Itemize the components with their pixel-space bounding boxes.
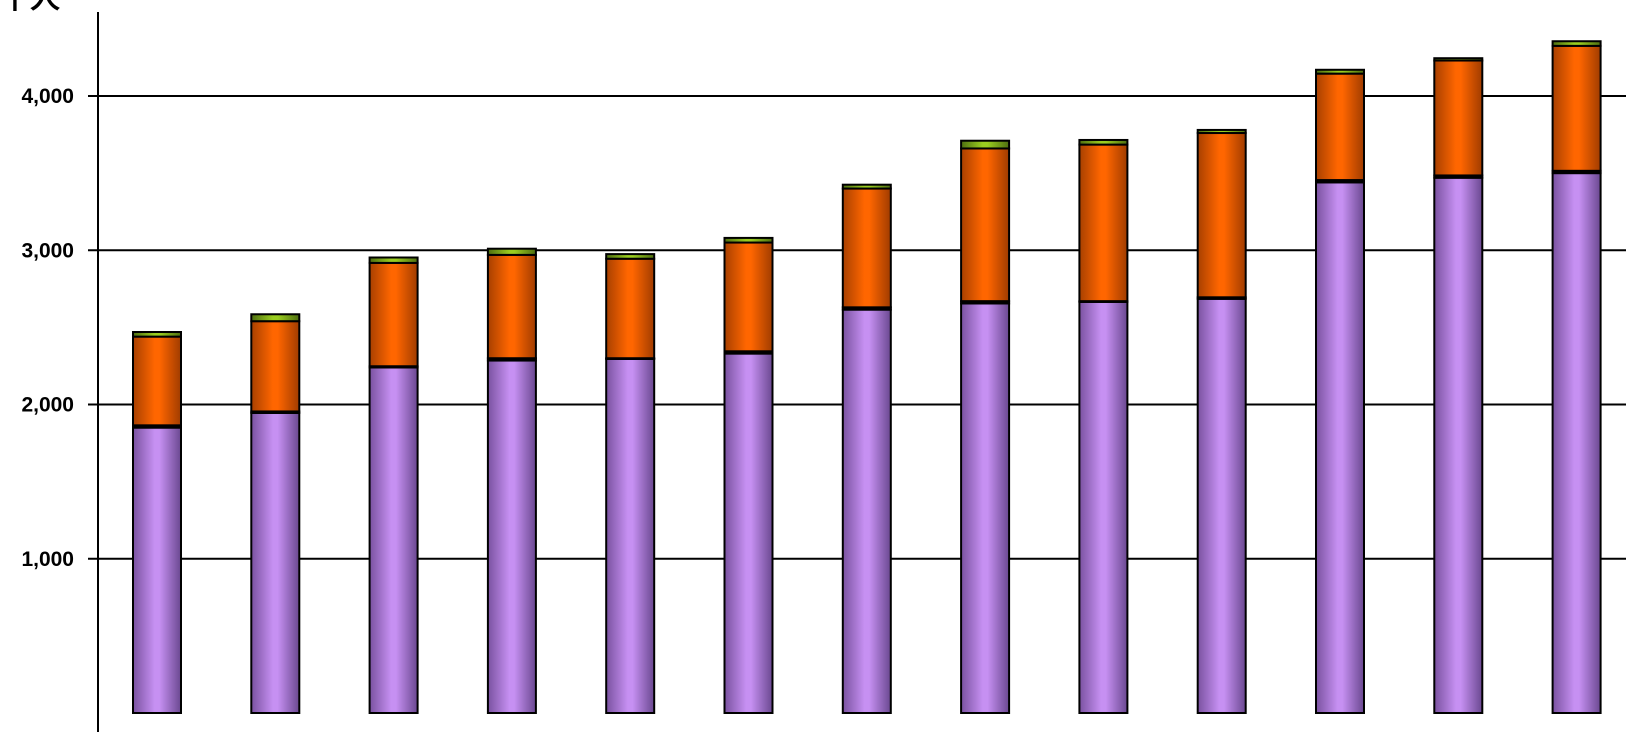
- bar-segment-series-4: [368, 256, 419, 264]
- bar-segment-series-3: [1315, 72, 1365, 182]
- bar-segment-series-1: [368, 366, 419, 714]
- bar-segment-series-1: [605, 357, 656, 714]
- bar-segment-series-3: [250, 320, 301, 413]
- bar-segment-series-1: [1196, 297, 1247, 714]
- bar-segment-series-4: [841, 183, 892, 190]
- bar-segment-series-1: [1078, 300, 1129, 714]
- y-tick-label: 3,000: [21, 239, 74, 262]
- stacked-bar: [1196, 128, 1247, 714]
- y-tick-label: 1,000: [21, 548, 74, 571]
- y-tick-label: 2,000: [21, 394, 74, 417]
- stacked-bar: [368, 256, 419, 714]
- bar-segment-series-4: [1196, 128, 1247, 135]
- stacked-bar: [486, 247, 537, 714]
- bar-segment-series-4: [605, 253, 656, 260]
- bar-segment-series-1: [1315, 181, 1365, 714]
- bar-segment-series-3: [1196, 132, 1247, 299]
- bar-segment-series-3: [1078, 143, 1129, 303]
- stacked-bar: [1078, 138, 1129, 714]
- bar-segment-series-1: [1551, 172, 1602, 714]
- bar-segment-series-3: [486, 253, 537, 360]
- stacked-bar: [1315, 68, 1365, 714]
- bar-segment-series-4: [1078, 138, 1129, 146]
- y-tick-label: 4,000: [21, 85, 74, 108]
- stacked-bar: [723, 236, 774, 714]
- bar-segment-series-4: [960, 139, 1011, 150]
- y-axis-unit-label: 千人: [0, 0, 60, 16]
- bar-segment-series-1: [486, 359, 537, 714]
- bar-segment-series-3: [1433, 59, 1484, 177]
- stacked-bar: [1551, 40, 1602, 714]
- bar-segment-series-3: [841, 187, 892, 309]
- stacked-bar: [1433, 57, 1484, 714]
- stacked-bar: [960, 139, 1011, 714]
- bar-segment-series-4: [1433, 57, 1484, 62]
- bar-segment-series-1: [723, 352, 774, 714]
- bar-segment-series-3: [960, 147, 1011, 303]
- bar-segment-series-1: [841, 308, 892, 714]
- bar-segment-series-1: [250, 411, 301, 714]
- bar-segment-series-1: [960, 302, 1011, 714]
- stacked-bar: [841, 183, 892, 714]
- bar-segment-series-3: [368, 261, 419, 368]
- bar-segment-series-4: [486, 247, 537, 256]
- bar-segment-series-3: [723, 241, 774, 353]
- bar-segment-series-4: [1315, 68, 1365, 75]
- bar-segment-series-4: [1551, 40, 1602, 47]
- stacked-bar: [605, 253, 656, 714]
- bar-segment-series-3: [1551, 44, 1602, 172]
- bar-segment-series-4: [132, 331, 182, 338]
- bar-segment-series-1: [132, 426, 182, 714]
- stacked-bar: [250, 313, 301, 714]
- stacked-bar: [132, 331, 182, 714]
- bar-segment-series-4: [250, 313, 301, 323]
- bar-segment-series-1: [1433, 176, 1484, 714]
- bar-segment-series-4: [723, 236, 774, 244]
- bar-segment-series-3: [132, 335, 182, 427]
- bar-segment-series-3: [605, 257, 656, 360]
